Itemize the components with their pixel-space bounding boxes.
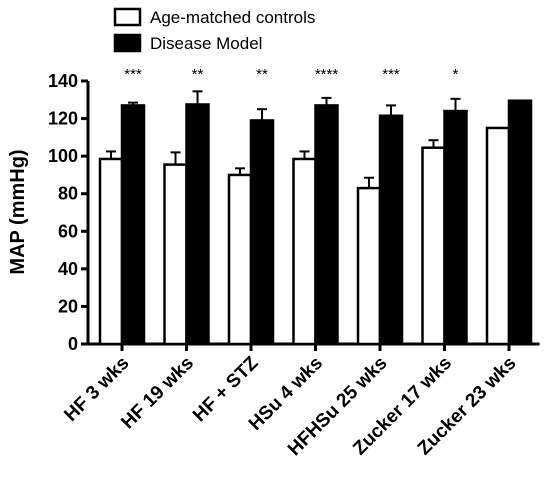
bar-controls bbox=[163, 163, 188, 346]
y-tick-label: 60 bbox=[58, 221, 78, 241]
bar-controls bbox=[356, 186, 382, 346]
legend-label-disease-model: Disease Model bbox=[150, 34, 262, 53]
y-tick-label: 120 bbox=[48, 109, 78, 129]
significance-marker: **** bbox=[315, 66, 339, 83]
legend-swatch-controls bbox=[113, 7, 142, 27]
bar-controls bbox=[98, 157, 124, 346]
y-tick-label: 140 bbox=[48, 71, 78, 91]
bar-controls bbox=[292, 157, 317, 346]
y-tick-label: 20 bbox=[58, 296, 78, 316]
significance-marker: *** bbox=[382, 66, 400, 83]
bar-disease-model bbox=[443, 109, 468, 346]
bar-disease-model bbox=[185, 103, 210, 346]
bar-disease-model bbox=[314, 104, 339, 346]
y-axis-title: MAP (mmHg) bbox=[7, 149, 29, 274]
significance-marker: ** bbox=[256, 66, 268, 83]
y-tick-label: 100 bbox=[48, 146, 78, 166]
y-tick-label: 80 bbox=[58, 184, 78, 204]
significance-marker: *** bbox=[124, 66, 142, 83]
bar-controls bbox=[227, 173, 253, 346]
bar-controls bbox=[485, 126, 511, 346]
bar-disease-model bbox=[507, 99, 533, 346]
significance-marker: * bbox=[453, 66, 459, 83]
legend-swatch-disease-model bbox=[113, 33, 142, 53]
bar-disease-model bbox=[249, 119, 275, 346]
y-tick-label: 0 bbox=[68, 334, 78, 354]
y-tick-label: 40 bbox=[58, 259, 78, 279]
legend-item-disease-model: Disease Model bbox=[113, 33, 262, 53]
significance-marker: ** bbox=[192, 66, 204, 83]
legend-label-controls: Age-matched controls bbox=[150, 8, 315, 27]
bar-controls bbox=[421, 146, 446, 346]
legend: Age-matched controls Disease Model bbox=[113, 7, 315, 53]
bar-disease-model bbox=[378, 114, 404, 346]
legend-item-controls: Age-matched controls bbox=[113, 7, 315, 27]
bar-disease-model bbox=[120, 104, 146, 346]
